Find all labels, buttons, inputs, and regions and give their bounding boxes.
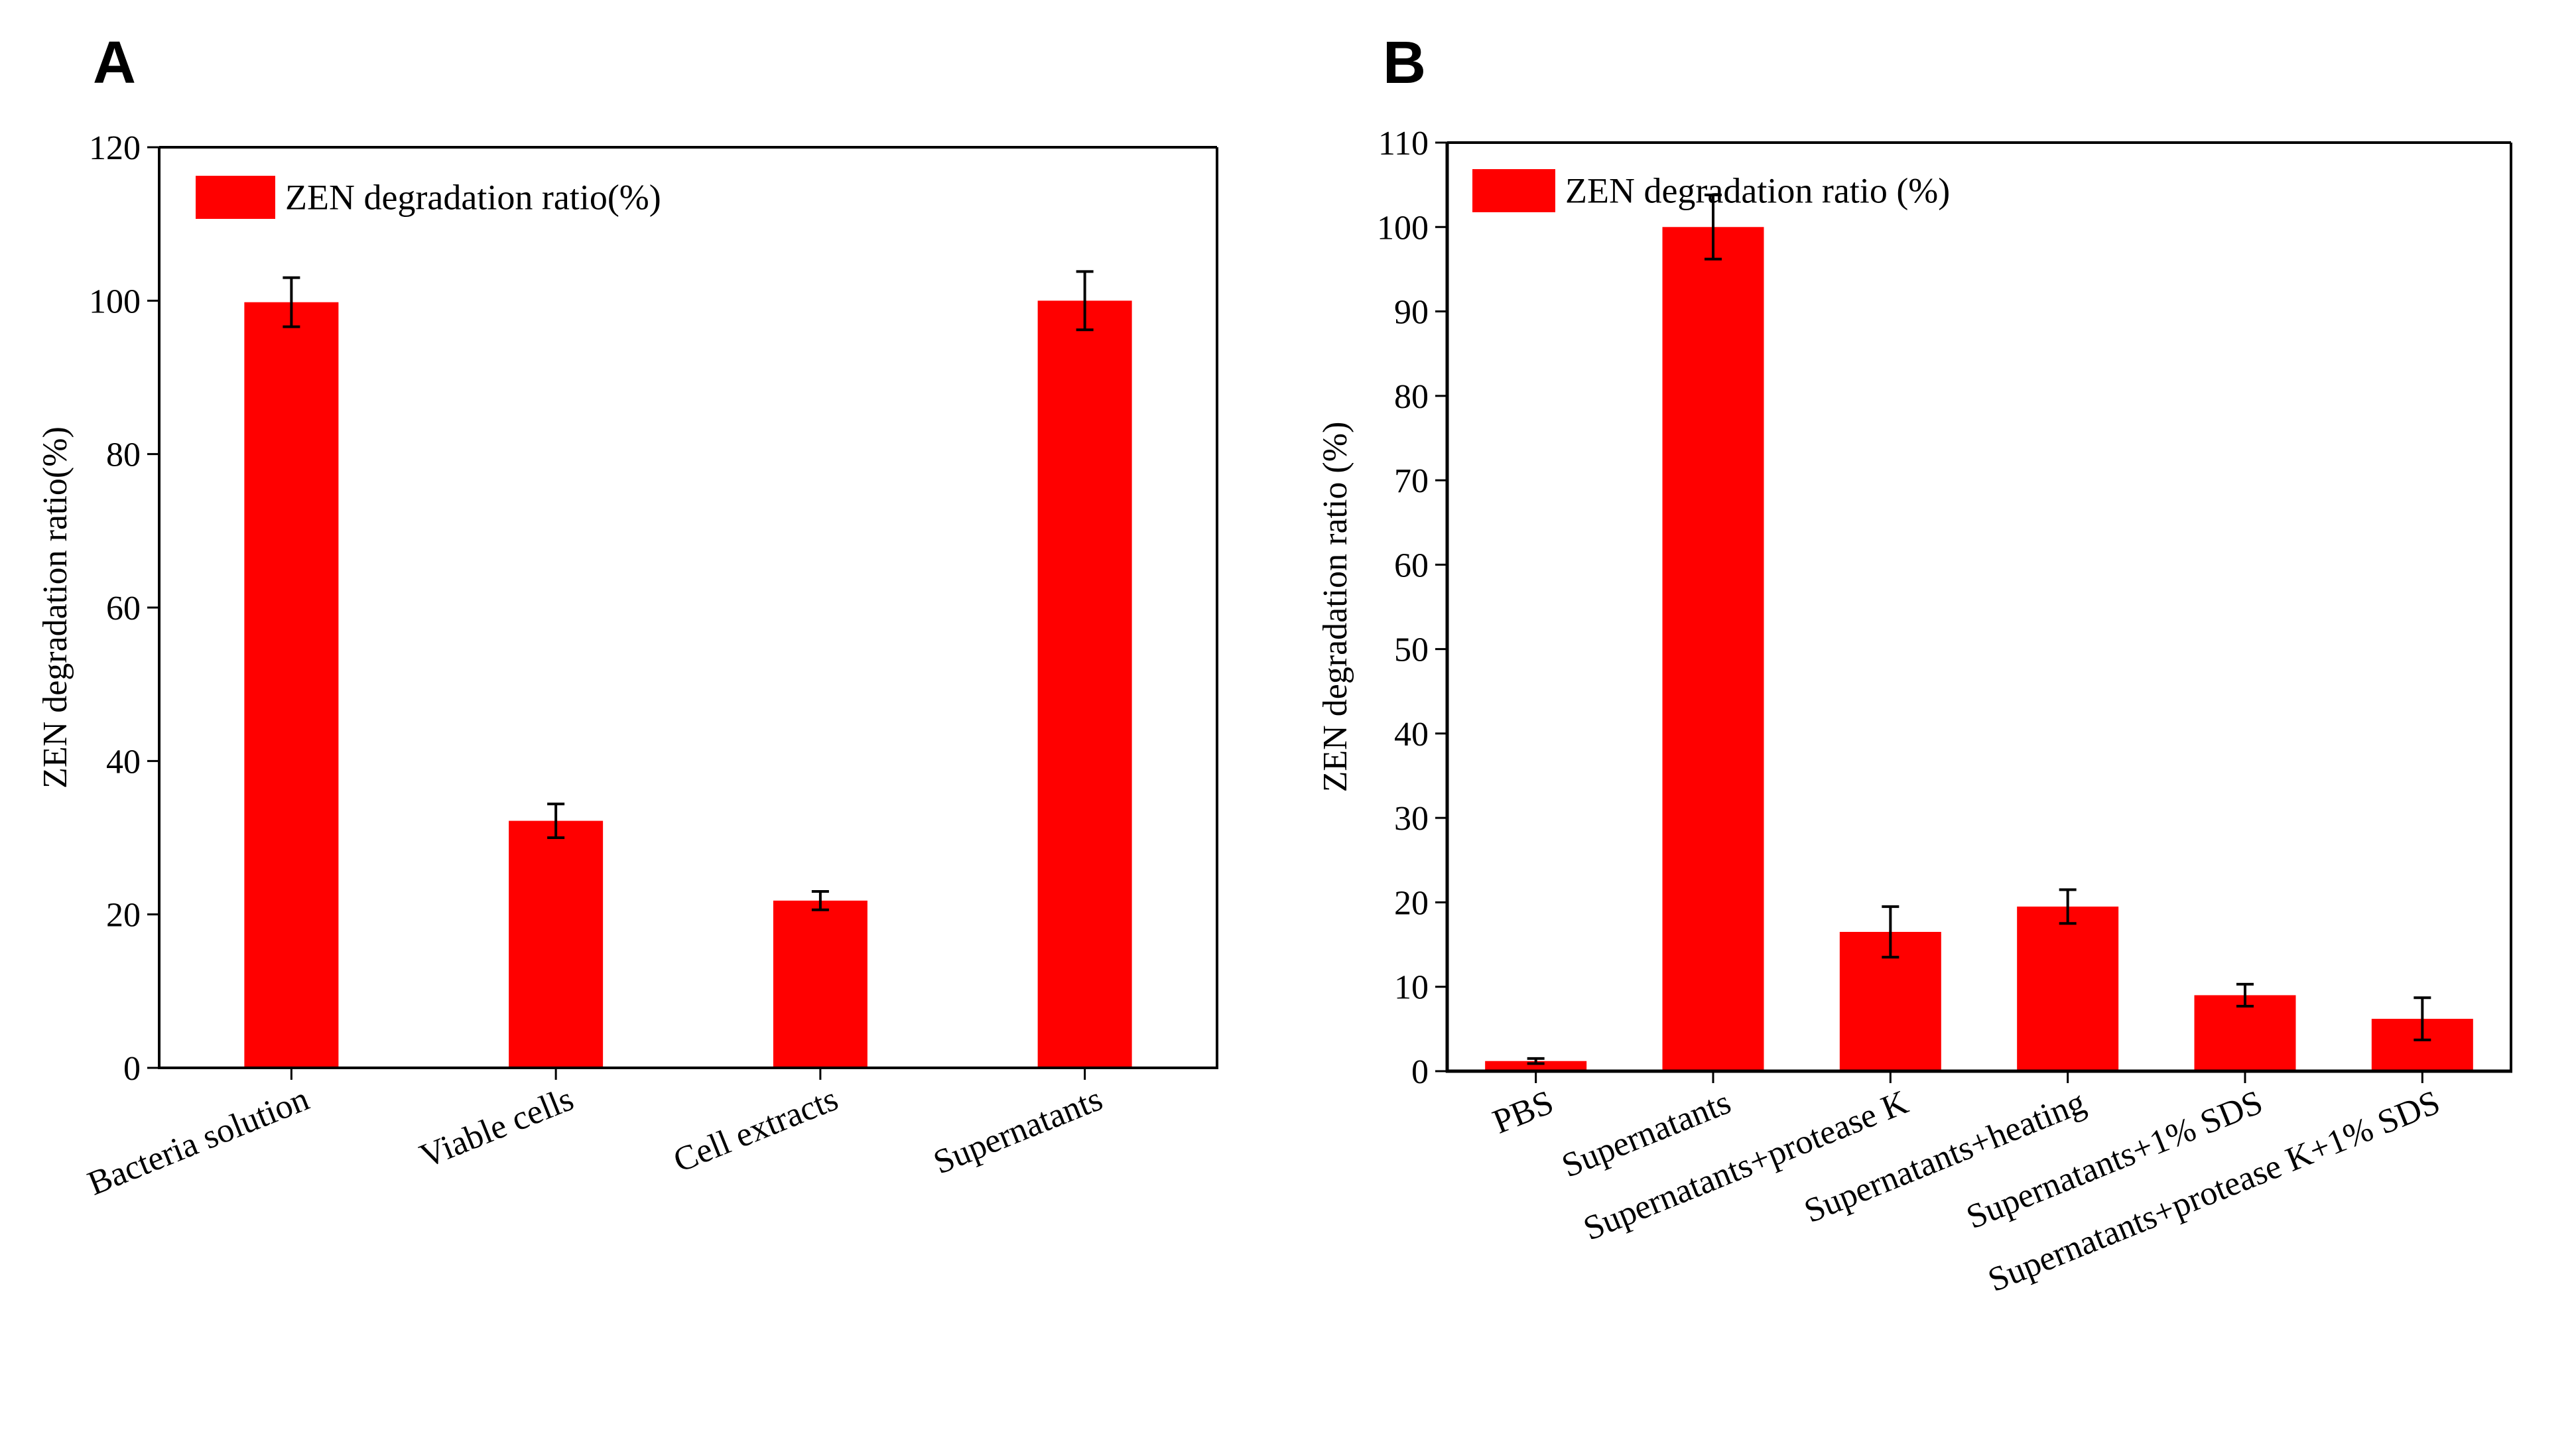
panel-a-letter: A: [93, 30, 136, 96]
a-x-tick-label: Viable cells: [415, 1080, 578, 1175]
a-y-tick-label: 20: [106, 897, 141, 935]
a-legend-swatch: [196, 176, 275, 219]
b-bar: [1485, 1061, 1587, 1071]
a-x-tick-label: Bacteria solution: [82, 1080, 314, 1202]
b-legend-label: ZEN degradation ratio (%): [1565, 171, 1950, 211]
a-bar: [244, 302, 339, 1068]
b-bar: [2017, 906, 2119, 1071]
a-x-tick-label: Supernatants: [929, 1080, 1108, 1181]
a-y-tick-label: 120: [89, 129, 141, 167]
b-bar: [2194, 995, 2296, 1071]
b-x-tick-label: Supernatants+protease K: [1578, 1083, 1914, 1248]
a-bar: [1037, 300, 1132, 1068]
a-y-tick-label: 80: [106, 436, 141, 474]
a-bar: [773, 900, 868, 1068]
b-legend-swatch: [1472, 169, 1555, 212]
b-y-tick-label: 10: [1394, 969, 1429, 1007]
b-y-tick-label: 80: [1394, 378, 1429, 416]
b-y-tick-label: 40: [1394, 716, 1429, 753]
a-x-tick-label: Cell extracts: [669, 1080, 844, 1180]
panel-a: A 0 20 40 60 80 100 120 ZEN degradation ratio(%…: [36, 30, 1218, 1203]
b-y-tick-label: 110: [1378, 125, 1429, 162]
b-y-axis-title: ZEN degradation ratio (%): [1317, 422, 1354, 793]
b-y-tick-label: 0: [1411, 1053, 1429, 1091]
b-y-tick-label: 60: [1394, 547, 1429, 584]
b-x-tick-label: PBS: [1488, 1083, 1559, 1141]
a-legend-label: ZEN degradation ratio(%): [285, 178, 661, 218]
a-bar: [509, 820, 604, 1068]
panel-b-letter: B: [1383, 30, 1426, 96]
b-bar: [1662, 227, 1764, 1072]
a-y-tick-label: 0: [123, 1050, 141, 1088]
a-y-tick-label: 100: [89, 283, 141, 320]
panel-b: B 0 10 20 30 40 50 60 70 80 90 100 110 ZEN degradati…: [1317, 30, 2512, 1299]
b-y-tick-label: 100: [1377, 209, 1429, 247]
b-y-tick-label: 90: [1394, 294, 1429, 332]
a-y-tick-label: 40: [106, 743, 141, 781]
b-y-tick-label: 30: [1394, 800, 1429, 838]
a-y-axis-title: ZEN degradation ratio(%): [36, 426, 74, 789]
a-y-tick-label: 60: [106, 590, 141, 627]
b-y-tick-label: 50: [1394, 631, 1429, 669]
b-y-tick-label: 70: [1394, 462, 1429, 500]
b-y-tick-label: 20: [1394, 884, 1429, 922]
